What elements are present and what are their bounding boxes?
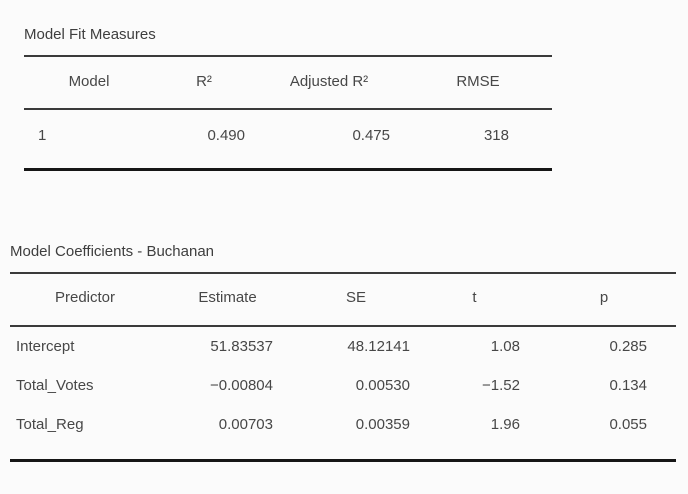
cell-rmse: 318 bbox=[483, 127, 509, 144]
model-fit-section: Model Fit Measures Model R² Adjusted R² … bbox=[24, 26, 552, 171]
cell-r-squared: 0.490 bbox=[207, 127, 245, 144]
coefficients-header-row: Predictor Estimate SE t p bbox=[10, 273, 676, 327]
header-p: p bbox=[532, 273, 676, 327]
model-coefficients-section: Model Coefficients - Buchanan Predictor … bbox=[10, 243, 676, 462]
model-fit-table[interactable]: Model R² Adjusted R² RMSE 1 0.490 0.475 … bbox=[24, 55, 552, 171]
cell-p: 0.055 bbox=[609, 416, 647, 433]
model-fit-title: Model Fit Measures bbox=[24, 26, 156, 43]
cell-estimate: −0.00804 bbox=[210, 377, 273, 394]
cell-model-number: 1 bbox=[38, 127, 47, 144]
header-r-squared: R² bbox=[154, 56, 254, 110]
cell-adjusted-r2: 0.475 bbox=[352, 127, 390, 144]
cell-t: 1.08 bbox=[490, 338, 520, 355]
header-predictor: Predictor bbox=[10, 273, 160, 327]
header-t: t bbox=[417, 273, 532, 327]
model-fit-row-1: 1 0.490 0.475 318 bbox=[24, 109, 552, 170]
cell-se: 0.00359 bbox=[355, 416, 410, 433]
model-coefficients-title: Model Coefficients - Buchanan bbox=[10, 243, 215, 260]
cell-se: 0.00530 bbox=[355, 377, 410, 394]
header-model: Model bbox=[24, 56, 154, 110]
header-adjusted-r2: Adjusted R² bbox=[254, 56, 404, 110]
model-coefficients-table[interactable]: Predictor Estimate SE t p Intercept 51.8… bbox=[10, 272, 676, 462]
header-se: SE bbox=[295, 273, 417, 327]
coefficients-row-total-votes: Total_Votes −0.00804 0.00530 −1.52 0.134 bbox=[10, 366, 676, 405]
coefficients-row-intercept: Intercept 51.83537 48.12141 1.08 0.285 bbox=[10, 326, 676, 366]
cell-predictor: Intercept bbox=[16, 338, 75, 355]
coefficients-row-total-reg: Total_Reg 0.00703 0.00359 1.96 0.055 bbox=[10, 405, 676, 461]
cell-predictor: Total_Reg bbox=[16, 416, 84, 433]
cell-p: 0.285 bbox=[609, 338, 647, 355]
cell-predictor: Total_Votes bbox=[16, 377, 94, 394]
header-rmse: RMSE bbox=[404, 56, 552, 110]
header-estimate: Estimate bbox=[160, 273, 295, 327]
model-fit-header-row: Model R² Adjusted R² RMSE bbox=[24, 56, 552, 110]
cell-t: 1.96 bbox=[490, 416, 520, 433]
cell-t: −1.52 bbox=[482, 377, 520, 394]
cell-estimate: 51.83537 bbox=[210, 338, 273, 355]
cell-se: 48.12141 bbox=[347, 338, 410, 355]
cell-p: 0.134 bbox=[609, 377, 647, 394]
cell-estimate: 0.00703 bbox=[218, 416, 273, 433]
